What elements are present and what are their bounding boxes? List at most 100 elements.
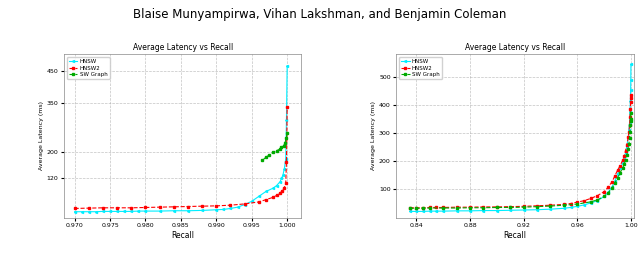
HNSW: [439, 209, 447, 213]
SW Graph: [280, 144, 287, 147]
HNSW2: [611, 174, 619, 178]
HNSW: [627, 88, 634, 91]
HNSW2: [227, 203, 234, 207]
SW Graph: [627, 117, 634, 120]
HNSW: [621, 151, 629, 154]
HNSW: [212, 208, 220, 211]
HNSW: [276, 180, 284, 183]
HNSW: [493, 209, 500, 212]
HNSW2: [619, 158, 627, 162]
HNSW: [78, 210, 86, 213]
HNSW2: [466, 206, 474, 209]
SW Graph: [266, 153, 273, 157]
SW Graph: [466, 206, 474, 209]
SW Graph: [619, 166, 627, 169]
HNSW: [284, 64, 291, 67]
Title: Average Latency vs Recall: Average Latency vs Recall: [132, 43, 233, 52]
HNSW2: [608, 180, 616, 183]
HNSW: [619, 161, 627, 164]
HNSW: [587, 201, 595, 205]
HNSW2: [600, 190, 608, 193]
Y-axis label: Average Latency (ms): Average Latency (ms): [371, 101, 376, 171]
HNSW2: [626, 115, 634, 119]
SW Graph: [627, 124, 634, 127]
Legend: HNSW, HNSW2, SW Graph: HNSW, HNSW2, SW Graph: [67, 57, 109, 79]
HNSW2: [439, 206, 447, 209]
HNSW: [113, 210, 121, 213]
HNSW: [625, 136, 632, 139]
HNSW: [466, 209, 474, 212]
HNSW: [184, 209, 192, 212]
HNSW2: [413, 206, 420, 209]
HNSW: [92, 210, 100, 213]
HNSW: [413, 210, 420, 213]
HNSW2: [262, 198, 269, 201]
HNSW2: [276, 191, 284, 195]
SW Graph: [493, 206, 500, 209]
HNSW: [71, 210, 79, 213]
HNSW2: [141, 206, 149, 209]
Line: HNSW: HNSW: [74, 65, 288, 213]
SW Graph: [273, 149, 280, 152]
HNSW: [560, 207, 568, 210]
HNSW: [626, 120, 634, 123]
HNSW: [580, 203, 588, 206]
HNSW2: [623, 143, 631, 147]
HNSW: [625, 129, 633, 132]
HNSW2: [284, 105, 291, 108]
HNSW2: [547, 203, 554, 207]
SW Graph: [560, 203, 568, 207]
HNSW: [419, 210, 427, 213]
HNSW: [533, 208, 541, 211]
HNSW2: [627, 94, 635, 97]
HNSW2: [593, 194, 601, 197]
SW Graph: [616, 171, 624, 174]
HNSW2: [170, 205, 178, 208]
HNSW2: [113, 206, 121, 209]
SW Graph: [587, 200, 595, 203]
Title: Average Latency vs Recall: Average Latency vs Recall: [465, 43, 565, 52]
SW Graph: [611, 182, 619, 185]
HNSW: [227, 207, 234, 210]
HNSW2: [626, 124, 634, 127]
HNSW: [85, 210, 93, 213]
HNSW: [593, 199, 601, 202]
SW Graph: [593, 198, 601, 202]
HNSW: [280, 167, 288, 170]
HNSW: [600, 195, 608, 198]
HNSW2: [255, 200, 262, 203]
HNSW: [406, 210, 413, 213]
HNSW: [623, 144, 631, 147]
SW Graph: [625, 142, 633, 146]
HNSW: [627, 99, 634, 103]
HNSW: [241, 203, 248, 206]
HNSW: [156, 209, 163, 213]
Y-axis label: Average Latency (ms): Average Latency (ms): [39, 101, 44, 171]
HNSW2: [282, 182, 289, 185]
SW Graph: [621, 158, 629, 162]
HNSW: [273, 184, 280, 187]
HNSW2: [627, 108, 634, 111]
HNSW2: [506, 205, 514, 208]
HNSW: [127, 210, 135, 213]
HNSW: [426, 209, 434, 213]
HNSW: [120, 210, 128, 213]
SW Graph: [627, 119, 635, 122]
HNSW2: [127, 206, 135, 209]
HNSW: [278, 177, 285, 180]
SW Graph: [626, 130, 634, 133]
HNSW: [573, 205, 581, 208]
HNSW2: [580, 199, 588, 202]
SW Graph: [547, 205, 554, 208]
SW Graph: [406, 207, 413, 210]
HNSW: [611, 180, 619, 183]
HNSW2: [452, 206, 460, 209]
HNSW2: [280, 186, 288, 189]
HNSW2: [573, 200, 581, 204]
HNSW2: [620, 154, 628, 157]
HNSW2: [406, 206, 413, 209]
SW Graph: [627, 112, 635, 115]
HNSW: [433, 209, 440, 213]
SW Graph: [426, 206, 434, 210]
HNSW: [134, 209, 142, 213]
